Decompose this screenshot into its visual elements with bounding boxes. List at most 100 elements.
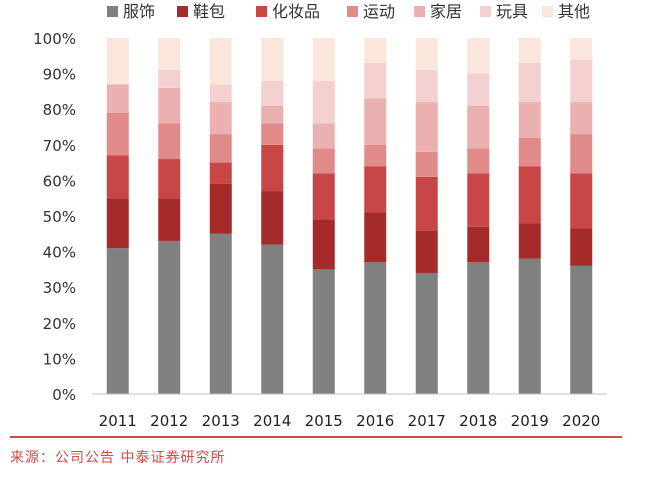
- y-tick-label: 10%: [43, 350, 76, 368]
- bar-segment: [467, 105, 490, 149]
- bar-segment: [106, 198, 129, 249]
- bar-segment: [106, 112, 129, 156]
- y-tick-label: 70%: [43, 137, 76, 155]
- bar-segment: [158, 240, 181, 394]
- bar-segment: [364, 144, 387, 167]
- y-tick-label: 30%: [43, 279, 76, 297]
- legend-label-1: 鞋包: [193, 2, 225, 21]
- y-tick-label: 80%: [43, 101, 76, 119]
- bar-segment: [415, 176, 438, 231]
- y-axis: 0% 10% 20% 30% 40% 50% 60% 70% 80% 90% 100%: [33, 30, 76, 404]
- bar-segment: [364, 166, 387, 213]
- x-tick-label: 2016: [356, 412, 394, 430]
- bar-segment: [209, 233, 232, 394]
- bar-segment: [364, 262, 387, 394]
- x-axis: 2011 2012 2013 2014 2015 2016 2017 2018 2019 2020: [92, 393, 607, 430]
- bar-segment: [158, 87, 181, 124]
- bar-segment: [415, 151, 438, 177]
- bar-segment: [415, 272, 438, 394]
- y-tick-label: 40%: [43, 244, 76, 262]
- legend: 服饰 鞋包 化妆品 运动 家居 玩具 其他: [107, 2, 590, 21]
- bar-segment: [209, 84, 232, 103]
- bar-segment: [209, 102, 232, 135]
- bar-segment: [158, 70, 181, 88]
- x-tick-label: 2012: [150, 412, 188, 430]
- bar-segment: [467, 148, 490, 174]
- y-tick-label: 100%: [33, 30, 76, 48]
- bar-segment: [364, 212, 387, 263]
- bar-segment: [364, 98, 387, 145]
- y-tick-label: 90%: [43, 66, 76, 84]
- bar-segment: [518, 62, 541, 103]
- bar-segment: [467, 73, 490, 106]
- bar-segment: [106, 38, 129, 85]
- legend-swatch-4: [414, 6, 425, 17]
- bar-segment: [570, 59, 593, 103]
- bar-segment: [312, 219, 335, 270]
- legend-label-3: 运动: [363, 2, 395, 21]
- bar-segment: [467, 262, 490, 394]
- legend-swatch-2: [256, 6, 267, 17]
- bar-segment: [106, 84, 129, 113]
- bar-segment: [518, 137, 541, 167]
- legend-label-5: 玩具: [496, 2, 528, 21]
- bar-segment: [518, 223, 541, 259]
- legend-label-2: 化妆品: [272, 2, 320, 21]
- bar-segment: [518, 102, 541, 138]
- bar-segment: [261, 123, 284, 145]
- bar-segment: [312, 38, 335, 81]
- bar-segment: [467, 173, 490, 227]
- bar-segment: [312, 173, 335, 220]
- bar-segment: [570, 265, 593, 394]
- bar-segment: [415, 102, 438, 152]
- legend-swatch-0: [107, 6, 118, 17]
- bar-segment: [158, 38, 181, 71]
- bar-segment: [261, 80, 284, 106]
- y-tick-label: 60%: [43, 172, 76, 190]
- bar-segment: [312, 80, 335, 124]
- bar-segment: [518, 258, 541, 394]
- bar-segment: [158, 198, 181, 241]
- bar-segment: [209, 134, 232, 163]
- bar-segment: [467, 38, 490, 74]
- legend-swatch-6: [542, 6, 553, 17]
- bar-segment: [261, 38, 284, 81]
- bar-segment: [209, 183, 232, 234]
- bar-segment: [106, 248, 129, 394]
- bar-segment: [158, 159, 181, 199]
- x-tick-label: 2014: [253, 412, 291, 430]
- legend-label-6: 其他: [558, 2, 590, 21]
- bar-segment: [570, 228, 593, 266]
- x-tick-label: 2020: [562, 412, 600, 430]
- bar-segment: [261, 191, 284, 245]
- x-tick-label: 2015: [305, 412, 343, 430]
- x-tick-label: 2013: [202, 412, 240, 430]
- y-tick-label: 20%: [43, 315, 76, 333]
- legend-label-0: 服饰: [123, 2, 155, 21]
- bar-segment: [518, 38, 541, 63]
- bar-segment: [312, 269, 335, 394]
- bar-segment: [364, 62, 387, 99]
- x-tick-label: 2017: [408, 412, 446, 430]
- legend-label-4: 家居: [430, 2, 462, 21]
- bar-segment: [261, 144, 284, 192]
- bar-segment: [261, 244, 284, 394]
- source-note: 来源：公司公告 中泰证券研究所: [10, 450, 226, 466]
- bar-segment: [209, 162, 232, 184]
- bar-segment: [570, 134, 593, 174]
- bar-segment: [518, 166, 541, 224]
- bar-segment: [261, 105, 284, 124]
- bar-segment: [158, 123, 181, 160]
- x-tick-label: 2019: [511, 412, 549, 430]
- bar-segment: [312, 123, 335, 149]
- legend-swatch-5: [480, 6, 491, 17]
- y-tick-label: 50%: [43, 208, 76, 226]
- source-divider: [10, 436, 622, 438]
- x-tick-label: 2011: [99, 412, 137, 430]
- bar-segment: [570, 38, 593, 60]
- bar-segment: [209, 38, 232, 85]
- x-tick-label: 2018: [459, 412, 497, 430]
- bar-segment: [415, 230, 438, 273]
- bar-segment: [467, 226, 490, 263]
